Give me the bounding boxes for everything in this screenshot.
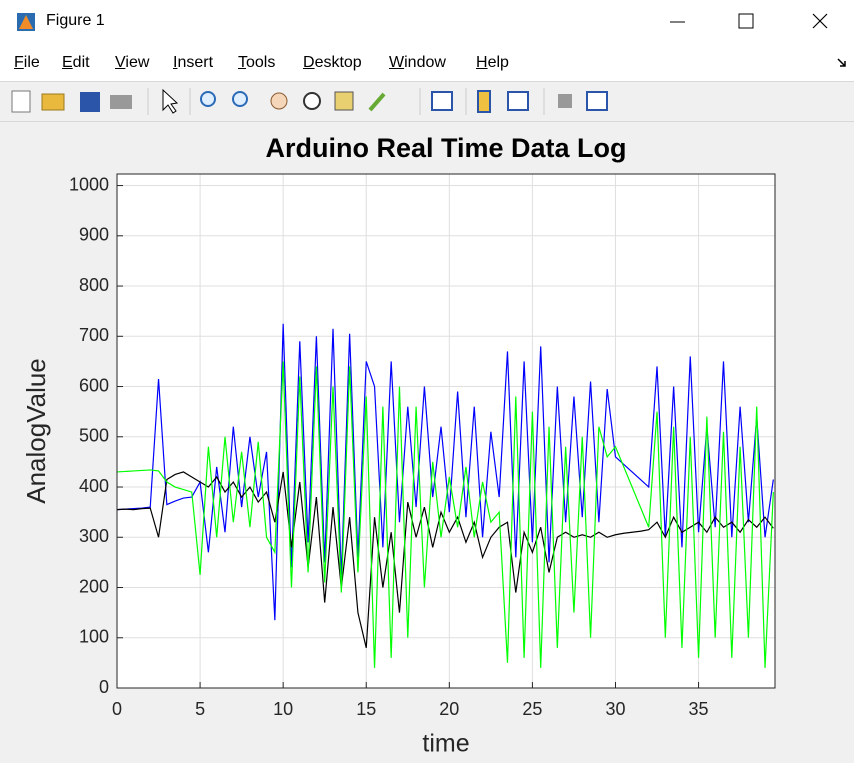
toolbar-icons [11,88,608,115]
chart-title: Arduino Real Time Data Log [265,133,626,163]
menu-item[interactable]: View [115,54,150,71]
zoom-in-icon[interactable] [200,91,216,107]
menu-arrow[interactable] [836,57,848,69]
data-line [116,323,774,621]
title-bar: Figure 1 [0,0,854,45]
x-tick-label: 15 [356,699,376,719]
window-title: Figure 1 [46,12,105,29]
x-tick-label: 20 [439,699,459,719]
rotate-icon[interactable] [303,92,321,110]
brush-icon[interactable] [368,92,386,112]
menu-item[interactable]: Tools [238,54,276,71]
open-icon[interactable] [41,93,65,111]
y-tick-label: 300 [79,526,109,546]
toolbar [0,81,854,122]
menu-item[interactable]: Desktop [303,54,362,71]
data-line [116,471,774,648]
y-tick-label: 200 [79,576,109,596]
app-icon-peak [19,15,33,29]
menu-bar: File Edit View Insert Tools Desktop Wind… [0,45,854,81]
y-tick-label: 700 [79,325,109,345]
pointer-icon[interactable] [162,88,179,114]
x-tick-label: 10 [273,699,293,719]
title-bar-graphics [17,13,828,31]
close-button[interactable] [812,13,828,29]
chart: Arduino Real Time Data Log time AnalogVa… [21,133,776,758]
colorbar-icon[interactable] [477,90,491,113]
y-tick-label: 800 [79,275,109,295]
y-axis-label: AnalogValue [21,358,51,504]
menu-item[interactable]: Window [389,54,446,71]
data-cursor-icon[interactable] [334,91,354,111]
y-tick-label: 600 [79,375,109,395]
y-tick-label: 100 [79,627,109,647]
dock-icon[interactable] [586,91,608,111]
link-icon[interactable] [431,91,453,111]
y-tick-label: 1000 [69,174,109,194]
x-tick-label: 35 [689,699,709,719]
x-tick-label: 30 [605,699,625,719]
y-tick-label: 400 [79,476,109,496]
x-tick-label: 25 [522,699,542,719]
y-tick-label: 0 [99,677,109,697]
save-icon[interactable] [80,92,100,112]
menu-item[interactable]: File [14,54,40,71]
x-tick-label: 5 [195,699,205,719]
maximize-button[interactable] [738,13,754,29]
pan-icon[interactable] [270,92,288,110]
data-line [116,361,774,668]
zoom-out-icon[interactable] [232,91,248,107]
x-tick-label: 0 [112,699,122,719]
plot-area [117,174,775,688]
menu-item[interactable]: Edit [62,54,90,71]
hide-tools-icon[interactable] [558,94,572,108]
new-icon[interactable] [11,90,31,113]
menu-item[interactable]: Help [476,54,509,71]
menu-item[interactable]: Insert [173,54,214,71]
x-axis-label: time [422,730,469,758]
axes-box [116,173,776,689]
legend-icon[interactable] [507,91,529,111]
print-icon[interactable] [110,95,132,109]
y-tick-label: 500 [79,426,109,446]
y-tick-label: 900 [79,225,109,245]
